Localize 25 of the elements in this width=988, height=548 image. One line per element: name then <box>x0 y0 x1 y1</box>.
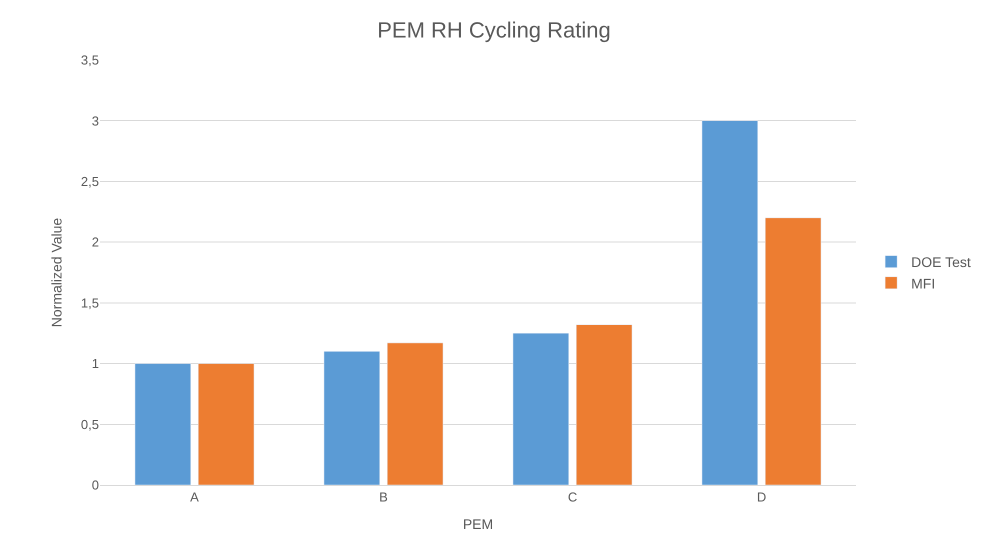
y-axis-title: Normalized Value <box>48 218 65 328</box>
bar <box>576 324 632 485</box>
x-tick-label: D <box>756 490 766 505</box>
bar <box>387 342 444 485</box>
x-tick-label: B <box>379 490 388 505</box>
y-tick-label: 3 <box>92 113 99 128</box>
legend-label: MFI <box>911 275 936 292</box>
legend-label: DOE Test <box>911 254 971 270</box>
x-axis-title: PEM <box>462 516 494 532</box>
bar <box>134 363 191 485</box>
bar <box>702 120 758 485</box>
x-tick-label: C <box>568 490 578 505</box>
bar <box>512 332 569 485</box>
y-tick-label: 1,5 <box>80 295 99 310</box>
y-tick-label: 2,5 <box>80 174 99 189</box>
bar <box>765 218 822 485</box>
y-tick-label: 1 <box>92 356 99 372</box>
y-tick-label: 3,5 <box>80 52 99 68</box>
x-tick-label: A <box>190 490 200 505</box>
y-tick-label: 2 <box>92 234 99 250</box>
chart-title: PEM RH Cycling Rating <box>377 17 611 42</box>
bar <box>324 351 380 485</box>
y-tick-label: 0 <box>92 478 99 493</box>
y-tick-label: 0,5 <box>80 416 99 432</box>
bar <box>198 363 254 485</box>
